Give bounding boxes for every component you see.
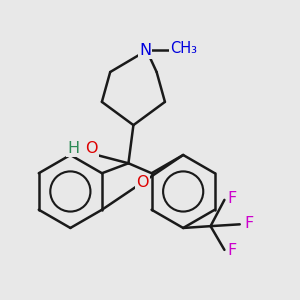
Text: F: F <box>244 216 254 231</box>
Text: H: H <box>67 140 79 155</box>
Text: F: F <box>227 243 236 258</box>
Text: F: F <box>227 191 236 206</box>
Text: O: O <box>85 140 98 155</box>
Text: O: O <box>136 175 149 190</box>
Text: N: N <box>139 43 151 58</box>
Text: CH₃: CH₃ <box>170 41 197 56</box>
